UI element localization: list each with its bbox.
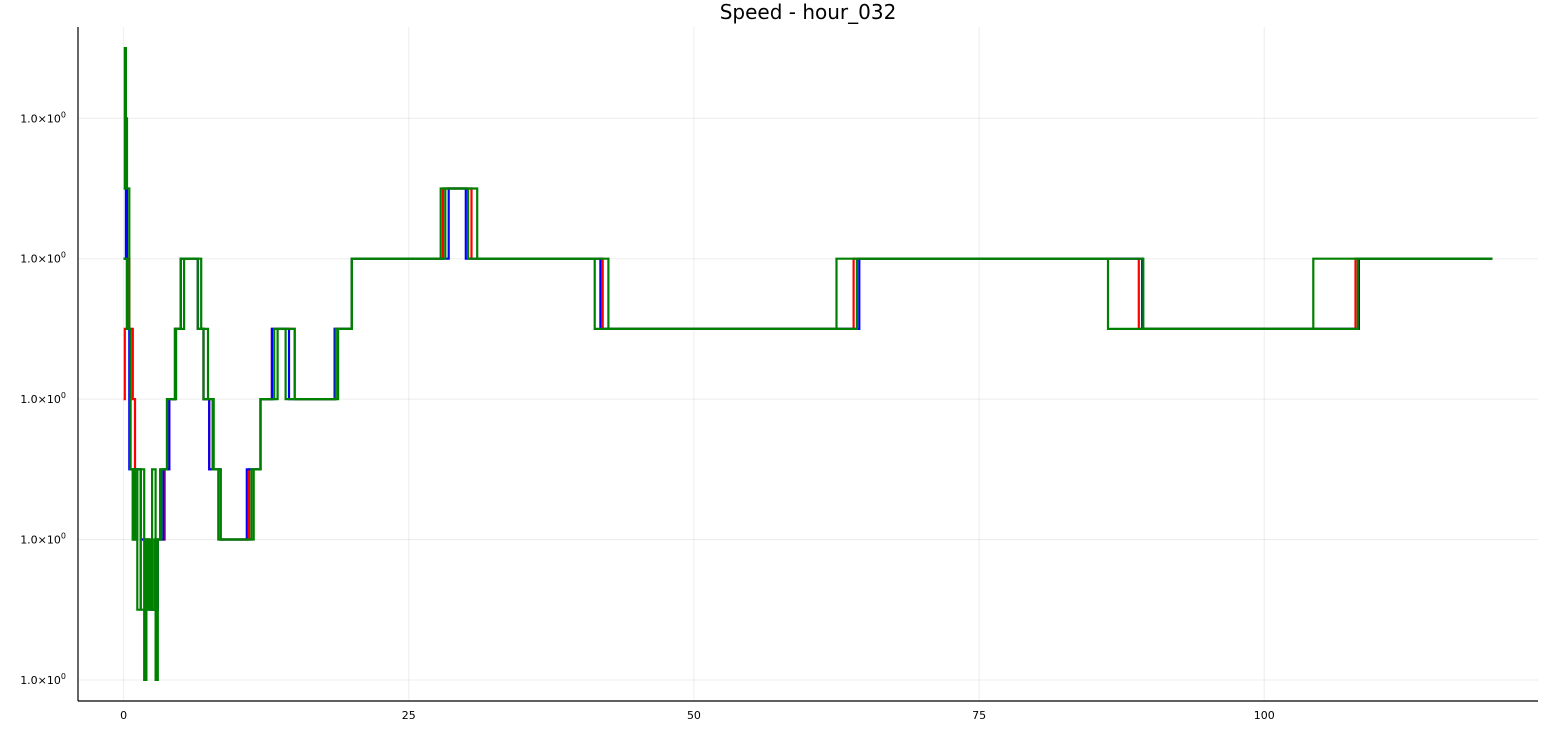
y-tick-label: 1.0×100 <box>20 532 66 547</box>
chart-title: Speed - hour_032 <box>720 0 897 24</box>
series-line-4 <box>123 187 1493 611</box>
series-line-3 <box>123 47 1493 681</box>
y-tick-label: 1.0×100 <box>20 251 66 266</box>
x-tick-label: 50 <box>687 709 701 722</box>
tick-labels: 0 25 50 75 100 1.0×100 1.0×100 1.0×100 1.0×100 1.… <box>20 110 1275 722</box>
y-tick-label: 1.0×100 <box>20 672 66 687</box>
grid <box>78 27 1538 701</box>
y-tick-label: 1.0×100 <box>20 391 66 406</box>
axes <box>77 27 1538 702</box>
series-layer <box>123 47 1493 681</box>
x-tick-label: 100 <box>1254 709 1275 722</box>
x-tick-label: 25 <box>402 709 416 722</box>
x-tick-label: 0 <box>120 709 127 722</box>
x-tick-label: 75 <box>972 709 986 722</box>
y-tick-label: 1.0×100 <box>20 110 66 125</box>
